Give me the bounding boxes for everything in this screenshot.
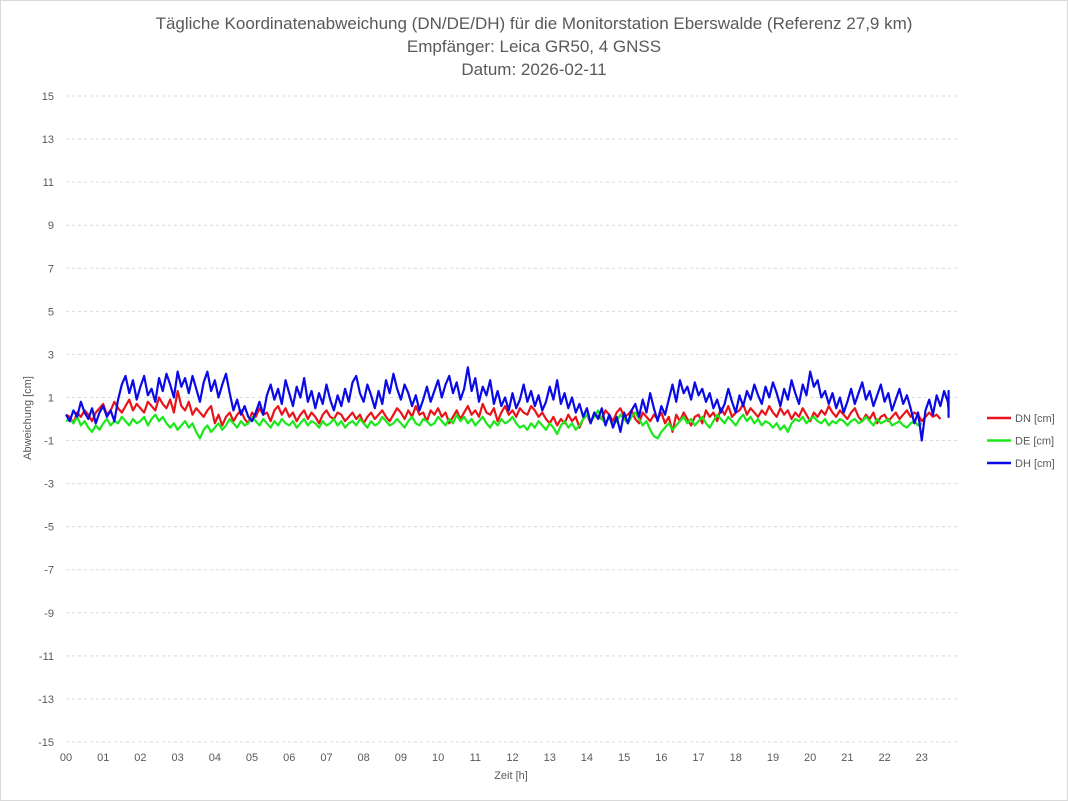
y-tick-labels: 15 13 11 9 7 5 3 1 -1 -3 -5 -7 -9 -11 -13 -15 — [38, 91, 54, 749]
x-tick-label: 16 — [655, 752, 667, 764]
y-tick-label: 15 — [42, 91, 54, 103]
series-line-dh — [65, 366, 950, 442]
legend-label: DH [cm] — [1015, 458, 1055, 470]
y-tick-label: -15 — [38, 737, 54, 749]
legend-label: DN [cm] — [1015, 413, 1055, 425]
x-tick-label: 13 — [544, 752, 556, 764]
legend: DN [cm] DE [cm] DH [cm] — [987, 413, 1055, 470]
gridlines — [66, 95, 959, 743]
x-tick-label: 09 — [395, 752, 407, 764]
x-tick-label: 22 — [878, 752, 890, 764]
y-tick-label: -5 — [44, 522, 54, 534]
x-tick-label: 15 — [618, 752, 630, 764]
legend-label: DE [cm] — [1015, 436, 1054, 448]
x-tick-label: 19 — [767, 752, 779, 764]
y-tick-label: 13 — [42, 134, 54, 146]
y-tick-label: 9 — [48, 220, 54, 232]
x-tick-label: 11 — [470, 752, 481, 764]
x-tick-label: 18 — [730, 752, 742, 764]
y-axis-title: Abweichung [cm] — [22, 376, 34, 460]
y-tick-label: -9 — [44, 608, 54, 620]
y-tick-label: 7 — [48, 263, 54, 275]
x-tick-label: 06 — [283, 752, 295, 764]
y-tick-label: -7 — [44, 565, 54, 577]
chart-title: Tägliche Koordinatenabweichung (DN/DE/DH… — [156, 14, 913, 79]
y-tick-label: 5 — [48, 306, 54, 318]
x-tick-label: 14 — [581, 752, 593, 764]
y-tick-label: 3 — [48, 349, 54, 361]
x-tick-label: 17 — [692, 752, 704, 764]
x-tick-labels: 00 01 02 03 04 05 06 07 08 09 10 11 12 13 14 15 16 17 18 19… — [60, 752, 928, 764]
y-tick-label: -3 — [44, 479, 54, 491]
x-tick-label: 23 — [916, 752, 928, 764]
x-axis-title: Zeit [h] — [494, 770, 528, 782]
x-tick-label: 20 — [804, 752, 816, 764]
series-line-dn — [65, 389, 942, 434]
x-tick-label: 03 — [172, 752, 184, 764]
x-tick-label: 12 — [506, 752, 518, 764]
chart-title-line-2: Empfänger: Leica GR50, 4 GNSS — [407, 37, 661, 56]
x-tick-label: 01 — [97, 752, 109, 764]
y-tick-label: 1 — [48, 392, 54, 404]
chart-title-line-3: Datum: 2026-02-11 — [461, 60, 606, 79]
x-tick-label: 08 — [358, 752, 370, 764]
y-tick-label: -11 — [39, 651, 54, 663]
chart-title-line-1: Tägliche Koordinatenabweichung (DN/DE/DH… — [156, 14, 913, 33]
x-tick-label: 04 — [209, 752, 221, 764]
y-tick-label: -1 — [44, 436, 54, 448]
y-tick-label: 11 — [43, 177, 54, 189]
x-tick-label: 02 — [134, 752, 146, 764]
x-tick-label: 07 — [320, 752, 332, 764]
x-tick-label: 05 — [246, 752, 258, 764]
x-tick-label: 21 — [841, 752, 853, 764]
data-series — [65, 366, 950, 442]
y-tick-label: -13 — [38, 694, 54, 706]
x-tick-label: 00 — [60, 752, 72, 764]
x-tick-label: 10 — [432, 752, 444, 764]
series-line-de — [65, 409, 923, 440]
